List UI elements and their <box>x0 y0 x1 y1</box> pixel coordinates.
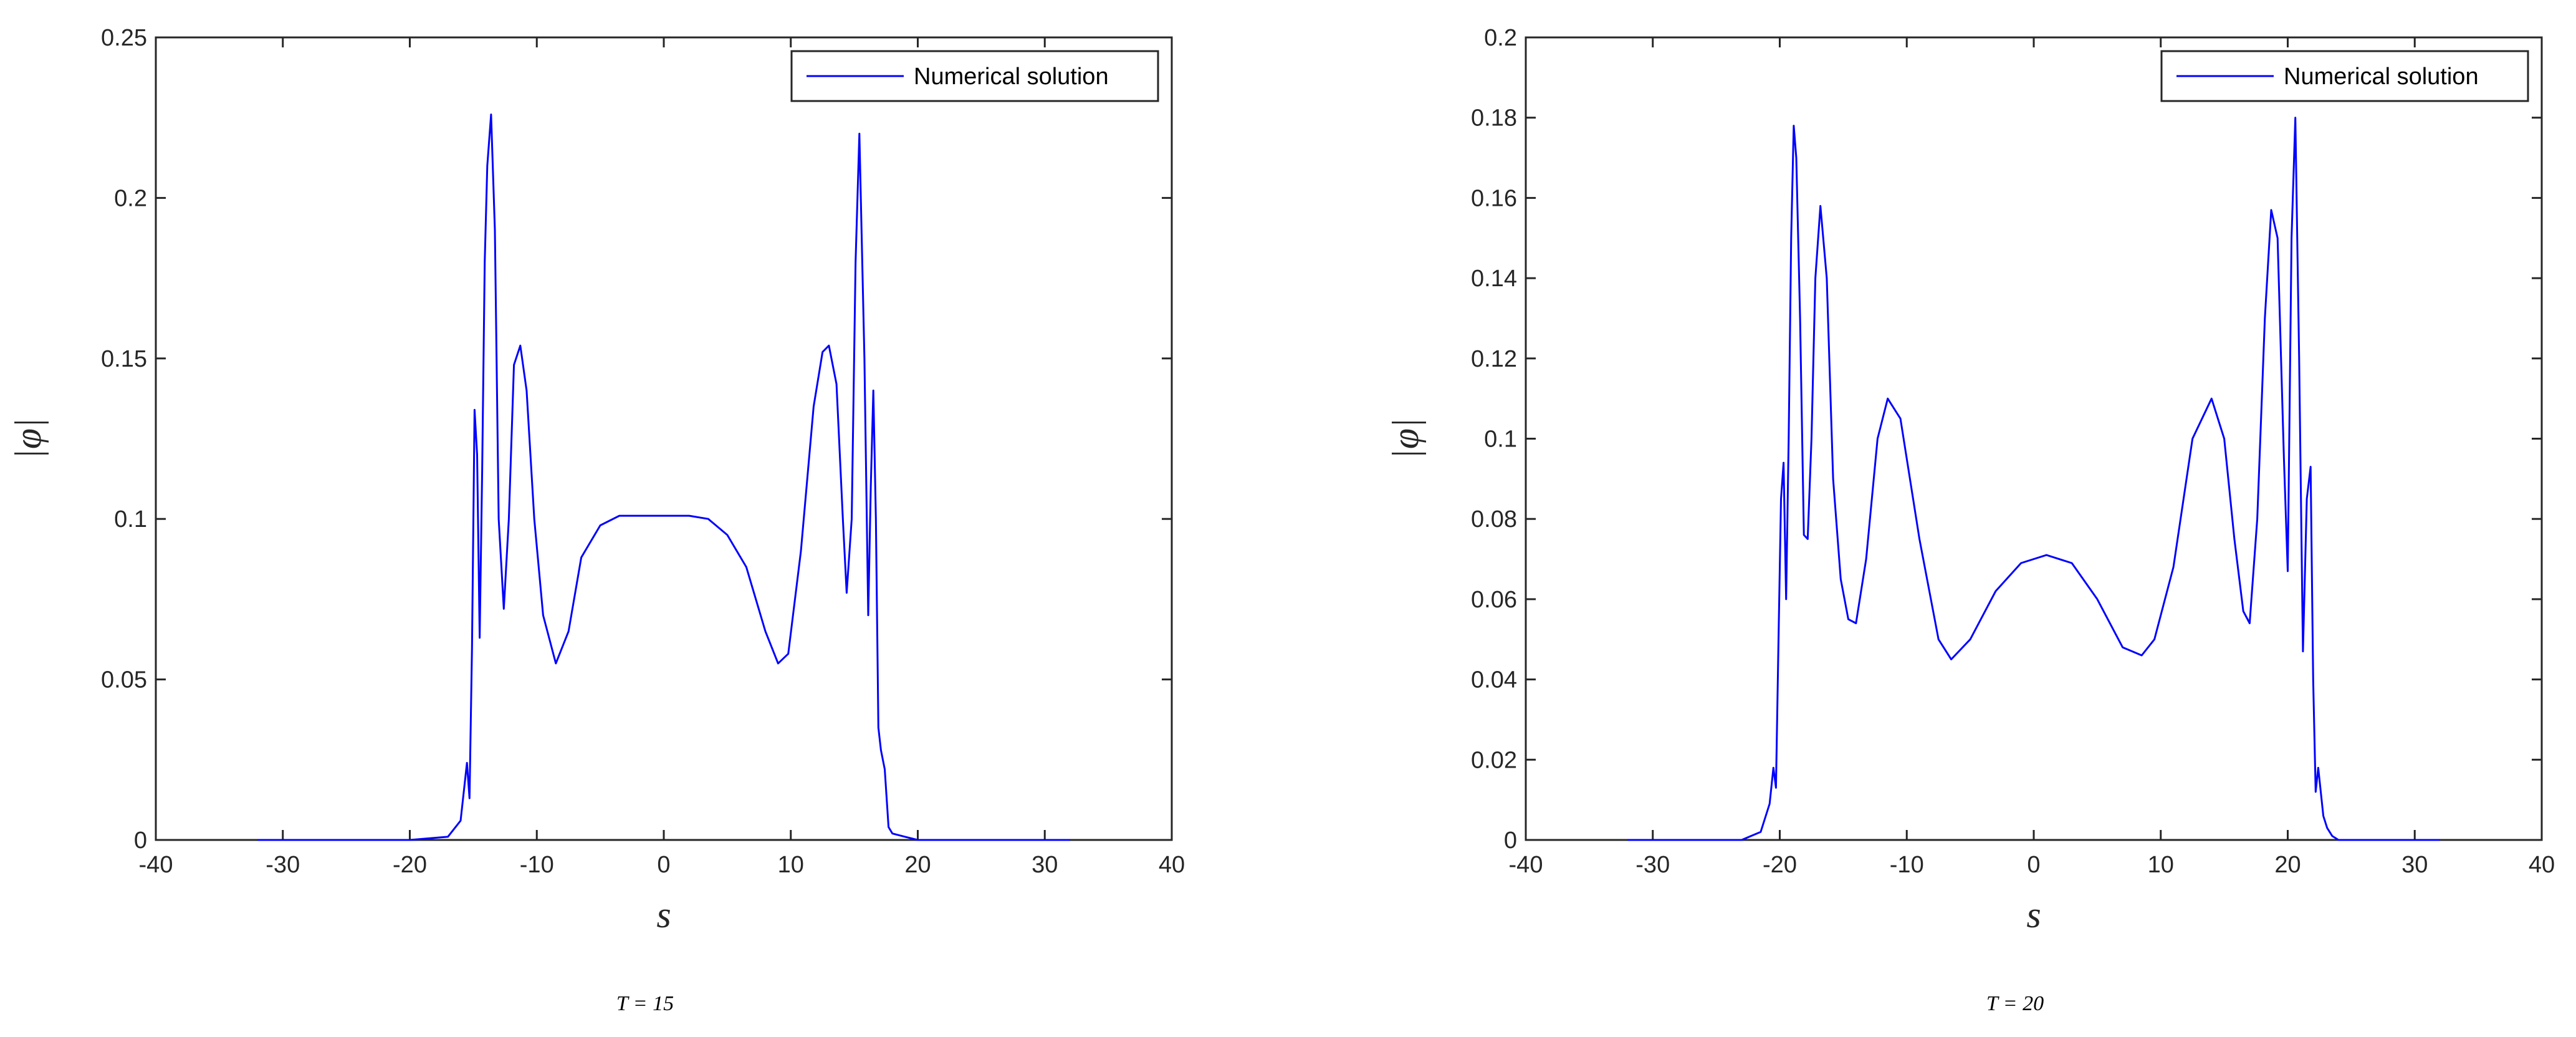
series-line-0 <box>257 113 1070 841</box>
axes-box <box>155 36 1173 841</box>
x-tick-label: -40 <box>139 852 173 878</box>
x-tick-label: 10 <box>778 852 804 878</box>
series-line-0 <box>1627 117 2440 841</box>
y-tick-label: 0 <box>1504 827 1517 854</box>
axes-box <box>1525 36 2543 841</box>
legend-label: Numerical solution <box>2284 64 2479 90</box>
y-tick-label: 0.1 <box>1484 427 1517 453</box>
y-tick-label: 0.02 <box>1471 747 1517 773</box>
y-tick-label: 0.2 <box>1484 25 1517 51</box>
y-tick-label: 0.1 <box>114 506 147 533</box>
y-tick-label: 0.06 <box>1471 587 1517 613</box>
x-tick-label: 0 <box>657 852 670 878</box>
y-tick-label: 0.08 <box>1471 506 1517 533</box>
y-tick-label: 0 <box>134 827 147 854</box>
x-tick-label: 40 <box>2529 852 2555 878</box>
chart-panel-t20: -40 -30 -20 -10 0 10 20 30 40 0 0.02 0.04 0.06 0.08 0.… <box>1385 25 2555 1015</box>
y-tick-label: 0.15 <box>101 346 147 372</box>
x-tick-label: -40 <box>1509 852 1543 878</box>
x-tick-label: 20 <box>2274 852 2301 878</box>
panel-caption: T = 20 <box>1986 992 2044 1015</box>
legend-label: Numerical solution <box>914 64 1109 90</box>
x-tick-label: 20 <box>904 852 931 878</box>
y-tick-label: 0.2 <box>114 185 147 211</box>
x-tick-label: -10 <box>1890 852 1924 878</box>
x-tick-label: 10 <box>2148 852 2174 878</box>
panel-caption: T = 15 <box>616 992 674 1015</box>
x-tick-label: -10 <box>520 852 554 878</box>
y-tick-label: 0.14 <box>1471 266 1517 292</box>
x-tick-label: -30 <box>1635 852 1670 878</box>
y-tick-label: 0.12 <box>1471 346 1517 372</box>
x-tick-label: 30 <box>1032 852 1058 878</box>
chart-panel-t15: -40 -30 -20 -10 0 10 20 30 40 0 0.05 0.1 0.15 0.2 0.25… <box>7 25 1185 1015</box>
x-tick-label: -20 <box>393 852 427 878</box>
x-tick-label: -20 <box>1763 852 1797 878</box>
y-axis-label: |φ| <box>7 418 49 459</box>
y-tick-label: 0.18 <box>1471 105 1517 132</box>
y-tick-label: 0.04 <box>1471 667 1517 693</box>
x-axis-label: s <box>2026 894 2041 935</box>
y-tick-label: 0.25 <box>101 25 147 51</box>
x-axis-label: s <box>656 894 671 935</box>
y-axis-label: |φ| <box>1385 418 1426 459</box>
x-tick-label: -30 <box>266 852 300 878</box>
y-tick-label: 0.05 <box>101 667 147 693</box>
y-tick-label: 0.16 <box>1471 185 1517 211</box>
x-tick-label: 40 <box>1159 852 1185 878</box>
x-tick-label: 30 <box>2401 852 2428 878</box>
x-tick-label: 0 <box>2027 852 2040 878</box>
